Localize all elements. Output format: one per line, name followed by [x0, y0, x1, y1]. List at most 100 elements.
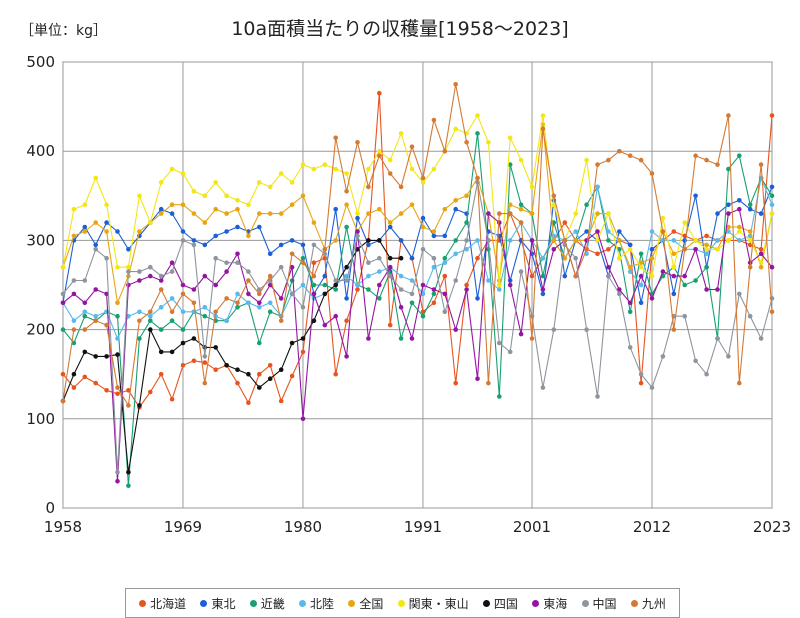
data-point — [311, 166, 317, 172]
data-point — [617, 247, 622, 252]
legend-swatch — [139, 599, 147, 607]
data-point — [420, 175, 426, 181]
data-point — [638, 380, 644, 386]
series-line — [62, 239, 402, 473]
data-point — [606, 238, 611, 243]
data-point — [71, 206, 77, 212]
data-point — [300, 260, 306, 266]
data-point — [453, 380, 459, 386]
data-point — [398, 131, 404, 136]
legend-item: 近畿 — [249, 595, 285, 612]
data-point — [497, 394, 502, 399]
data-point — [551, 202, 557, 207]
data-point — [584, 202, 589, 207]
data-point — [595, 394, 600, 399]
data-point — [333, 371, 339, 377]
data-point — [682, 313, 687, 319]
data-point — [115, 385, 120, 390]
data-point — [693, 278, 698, 283]
data-point — [60, 327, 66, 332]
data-point — [453, 82, 459, 87]
data-point — [617, 229, 622, 234]
x-tick-label: 1969 — [164, 518, 202, 536]
data-point — [398, 287, 404, 292]
data-point — [529, 336, 535, 341]
data-point — [344, 202, 349, 207]
data-point — [715, 336, 720, 341]
data-point — [115, 300, 120, 306]
data-point — [606, 273, 611, 279]
data-point — [442, 233, 448, 239]
data-point — [169, 260, 175, 266]
data-point — [224, 193, 229, 199]
series-line — [62, 186, 773, 304]
data-point — [398, 238, 404, 243]
data-point — [649, 296, 655, 301]
data-point — [627, 345, 633, 350]
data-point — [758, 247, 764, 252]
data-point — [769, 113, 775, 118]
data-point — [344, 296, 349, 301]
data-point — [377, 282, 382, 288]
data-point — [693, 358, 698, 364]
data-point — [137, 278, 142, 283]
data-point — [115, 229, 120, 234]
data-point — [82, 309, 88, 315]
data-point — [257, 180, 262, 185]
data-point — [507, 349, 513, 355]
data-point — [540, 113, 546, 118]
data-point — [104, 229, 109, 234]
data-point — [158, 349, 164, 355]
data-point — [126, 483, 131, 489]
data-point — [180, 291, 186, 297]
series-5 — [60, 113, 775, 288]
data-point — [158, 278, 164, 283]
legend-swatch — [482, 599, 490, 607]
data-point — [224, 318, 229, 324]
data-point — [617, 291, 622, 297]
data-point — [649, 385, 655, 390]
data-point — [278, 318, 284, 324]
data-point — [540, 287, 546, 292]
data-point — [715, 287, 720, 292]
data-point — [115, 352, 120, 357]
data-point — [377, 269, 382, 274]
data-point — [71, 291, 77, 297]
data-point — [617, 148, 622, 154]
data-point — [464, 287, 469, 292]
data-point — [235, 291, 240, 297]
data-point — [267, 376, 273, 382]
legend-item: 全国 — [348, 595, 383, 612]
data-point — [453, 198, 459, 203]
data-point — [627, 153, 633, 158]
data-point — [398, 211, 404, 216]
series-line — [62, 83, 773, 406]
data-point — [442, 273, 448, 279]
data-point — [137, 309, 142, 315]
data-point — [148, 309, 153, 315]
data-point — [693, 238, 698, 243]
data-point — [769, 202, 775, 207]
data-point — [82, 278, 88, 283]
data-point — [606, 264, 611, 270]
data-point — [497, 340, 502, 346]
data-point — [158, 273, 164, 279]
data-point — [115, 391, 120, 397]
data-point — [191, 358, 197, 364]
data-point — [115, 313, 120, 319]
data-point — [169, 211, 175, 216]
data-point — [704, 251, 709, 257]
data-point — [649, 273, 655, 279]
data-point — [627, 242, 633, 248]
data-point — [377, 153, 382, 158]
data-point — [213, 206, 218, 212]
data-point — [409, 202, 415, 207]
data-point — [540, 385, 546, 390]
data-point — [148, 220, 153, 225]
data-point — [518, 157, 524, 163]
data-point — [649, 171, 655, 176]
data-point — [115, 264, 120, 270]
legend-label: 北海道 — [150, 596, 187, 611]
data-point — [507, 238, 513, 243]
data-point — [638, 260, 644, 266]
